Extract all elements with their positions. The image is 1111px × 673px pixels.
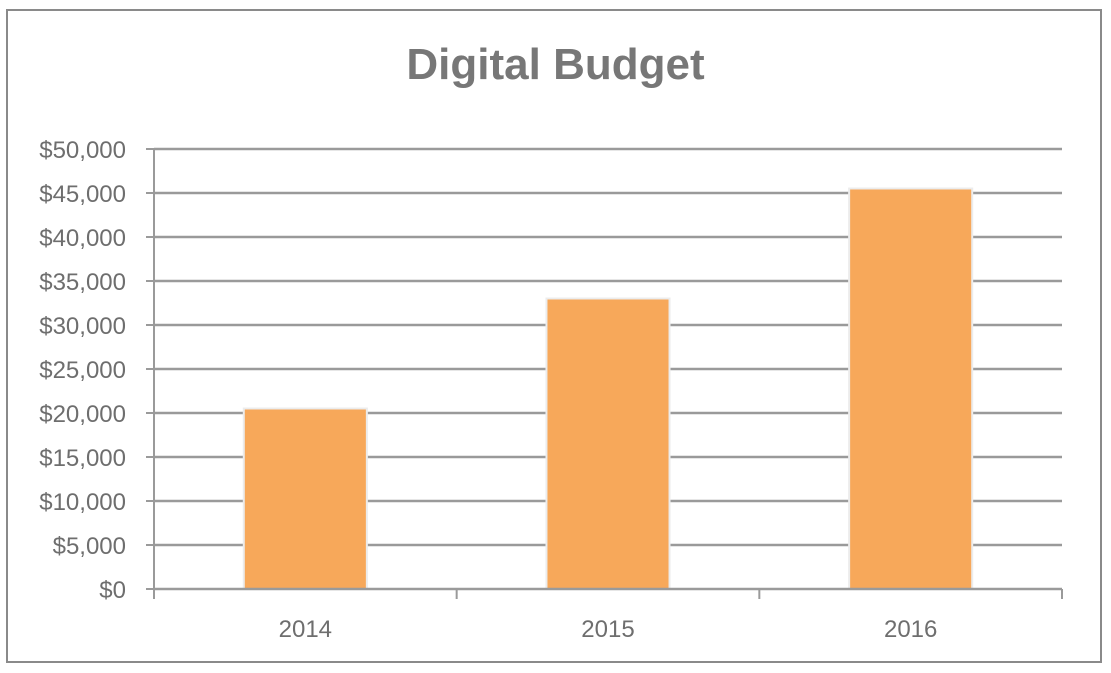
y-tick-label: $10,000	[39, 489, 126, 516]
y-tick-label: $35,000	[39, 269, 126, 296]
y-tick-label: $15,000	[39, 445, 126, 472]
y-tick-label: $45,000	[39, 181, 126, 208]
y-tick-label: $25,000	[39, 357, 126, 384]
y-tick-label: $5,000	[53, 533, 126, 560]
x-tick-label: 2015	[581, 616, 634, 643]
y-tick-label: $40,000	[39, 225, 126, 252]
y-tick-label: $30,000	[39, 313, 126, 340]
bar-2015	[547, 299, 669, 588]
axes	[146, 148, 1063, 599]
bar-2016	[850, 189, 972, 589]
x-tick-label: 2016	[884, 616, 937, 643]
y-tick-label: $0	[99, 577, 126, 604]
chart-title: Digital Budget	[406, 40, 705, 89]
y-axis-labels: $0 $5,000 $10,000 $15,000 $20,000 $25,000 $30,…	[39, 137, 126, 604]
bar-series	[242, 187, 974, 590]
x-axis-labels: 2014 2015 2016	[279, 616, 938, 643]
x-tick-label: 2014	[279, 616, 332, 643]
y-tick-label: $50,000	[39, 137, 126, 164]
bar-2014	[244, 409, 366, 588]
y-tick-label: $20,000	[39, 401, 126, 428]
